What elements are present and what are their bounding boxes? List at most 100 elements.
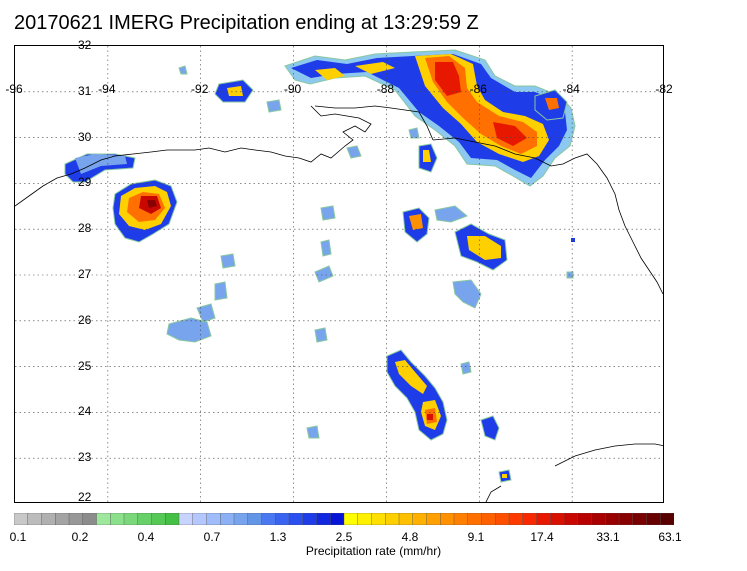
colorbar-tick-label: 0.1 xyxy=(9,530,27,544)
lon-label: -86 xyxy=(469,82,487,96)
colorbar-swatch xyxy=(398,513,414,525)
colorbar-swatch xyxy=(330,513,345,525)
precip-region-gulf-east-core xyxy=(467,236,501,260)
colorbar-swatch xyxy=(302,513,317,525)
ms-al-coastline xyxy=(314,105,434,141)
precip-region-southern-cell xyxy=(480,415,500,441)
colorbar-swatch xyxy=(412,513,427,525)
colorbar-swatch xyxy=(275,513,290,525)
colorbar-swatch xyxy=(453,513,469,525)
colorbar-swatch xyxy=(137,513,152,525)
precip-region-wg-i xyxy=(306,425,320,439)
precip-region-gulf-east-blue-arm xyxy=(452,279,482,309)
lat-label: 27 xyxy=(78,267,92,281)
colorbar-swatch xyxy=(550,513,565,525)
colorbar-swatch xyxy=(481,513,496,525)
colorbar xyxy=(14,513,674,525)
map-canvas xyxy=(15,46,663,502)
colorbar-swatch xyxy=(536,513,551,525)
precip-region-small-a xyxy=(178,65,188,75)
colorbar-swatch xyxy=(123,513,139,525)
precip-region-east-small xyxy=(571,238,575,242)
precip-region-small-b xyxy=(346,145,362,159)
precip-region-small-c xyxy=(408,127,420,139)
gridlines xyxy=(15,46,663,502)
precip-region-yucatan-core xyxy=(502,474,507,478)
colorbar-swatch xyxy=(288,513,304,525)
lon-label: -94 xyxy=(98,82,116,96)
precip-region-wg-a xyxy=(320,205,336,221)
lat-label: 24 xyxy=(78,404,92,419)
colorbar-swatch xyxy=(646,513,661,525)
precip-region-texas-band-edge xyxy=(75,154,127,174)
colorbar-tick-label: 33.1 xyxy=(596,530,620,544)
precip-region-mobile-bay-core xyxy=(423,150,431,162)
colorbar-swatch xyxy=(110,513,125,525)
colorbar-swatch xyxy=(41,513,56,525)
precip-region-gulf-west-edge xyxy=(434,205,468,223)
colorbar-tick-label: 0.7 xyxy=(203,530,221,544)
lat-label: 30 xyxy=(78,129,92,144)
colorbar-swatch xyxy=(343,513,359,525)
map-title: 20170621 IMERG Precipitation ending at 1… xyxy=(14,12,479,34)
colorbar-swatch xyxy=(591,513,606,525)
colorbar-tick-label: 2.5 xyxy=(335,530,353,544)
precip-region-southern-band-red xyxy=(427,414,433,420)
colorbar-swatch xyxy=(96,513,111,525)
colorbar-swatch xyxy=(14,513,29,525)
colorbar-swatch xyxy=(426,513,441,525)
coastline-layer xyxy=(15,105,663,502)
colorbar-swatch xyxy=(563,513,579,525)
lat-label: 26 xyxy=(78,312,92,327)
precip-region-ms-al-red xyxy=(435,62,527,146)
texas-coastline xyxy=(15,149,195,207)
colorbar-swatch xyxy=(577,513,592,525)
precip-region-setx-peak xyxy=(147,200,157,208)
colorbar-swatch xyxy=(206,513,221,525)
precipitation-layer xyxy=(64,49,576,483)
lat-label: 28 xyxy=(78,221,92,236)
colorbar-swatch xyxy=(632,513,647,525)
lon-label: -82 xyxy=(655,82,673,96)
precip-region-louisiana-central xyxy=(266,99,282,113)
colorbar-swatch xyxy=(27,513,42,525)
lon-label: -96 xyxy=(5,82,23,96)
colorbar-swatch xyxy=(508,513,524,525)
colorbar-swatch xyxy=(192,513,207,525)
colorbar-label: Precipitation rate (mm/hr) xyxy=(305,544,442,558)
colorbar-swatch xyxy=(522,513,537,525)
lat-label: 31 xyxy=(78,83,92,98)
lon-label: -92 xyxy=(191,82,209,96)
colorbar-tick-label: 63.1 xyxy=(658,530,682,544)
lon-label: -88 xyxy=(376,82,395,96)
colorbar-swatch xyxy=(68,513,84,525)
colorbar-swatch xyxy=(55,513,70,525)
colorbar-tick-label: 17.4 xyxy=(530,530,554,544)
colorbar-swatch xyxy=(82,513,97,525)
colorbar-tick-label: 4.8 xyxy=(401,530,419,544)
colorbar-swatch xyxy=(495,513,510,525)
colorbar-swatch xyxy=(178,513,194,525)
colorbar-swatch xyxy=(605,513,620,525)
precip-region-apalachee-core xyxy=(545,98,559,110)
colorbar-swatch xyxy=(316,513,331,525)
lat-label: 25 xyxy=(78,358,92,373)
precip-region-wg-e xyxy=(220,253,236,269)
yucatan-coastline xyxy=(485,485,502,502)
precip-region-wg-g xyxy=(196,303,216,323)
precip-region-louisiana-north-core xyxy=(227,86,243,96)
colorbar-swatch xyxy=(261,513,276,525)
louisiana-coastline xyxy=(194,105,372,163)
precip-region-wg-c xyxy=(314,265,334,283)
lat-label: 23 xyxy=(78,450,92,465)
colorbar-tick-label: 1.3 xyxy=(269,530,287,544)
lat-label: 32 xyxy=(78,38,92,52)
colorbar-swatch xyxy=(357,513,372,525)
colorbar-swatch xyxy=(618,513,634,525)
colorbar-swatch xyxy=(440,513,455,525)
colorbar-swatch xyxy=(165,513,180,525)
precip-region-wg-d xyxy=(214,281,228,301)
colorbar-swatch xyxy=(385,513,400,525)
colorbar-swatch xyxy=(233,513,249,525)
colorbar-swatch xyxy=(220,513,235,525)
